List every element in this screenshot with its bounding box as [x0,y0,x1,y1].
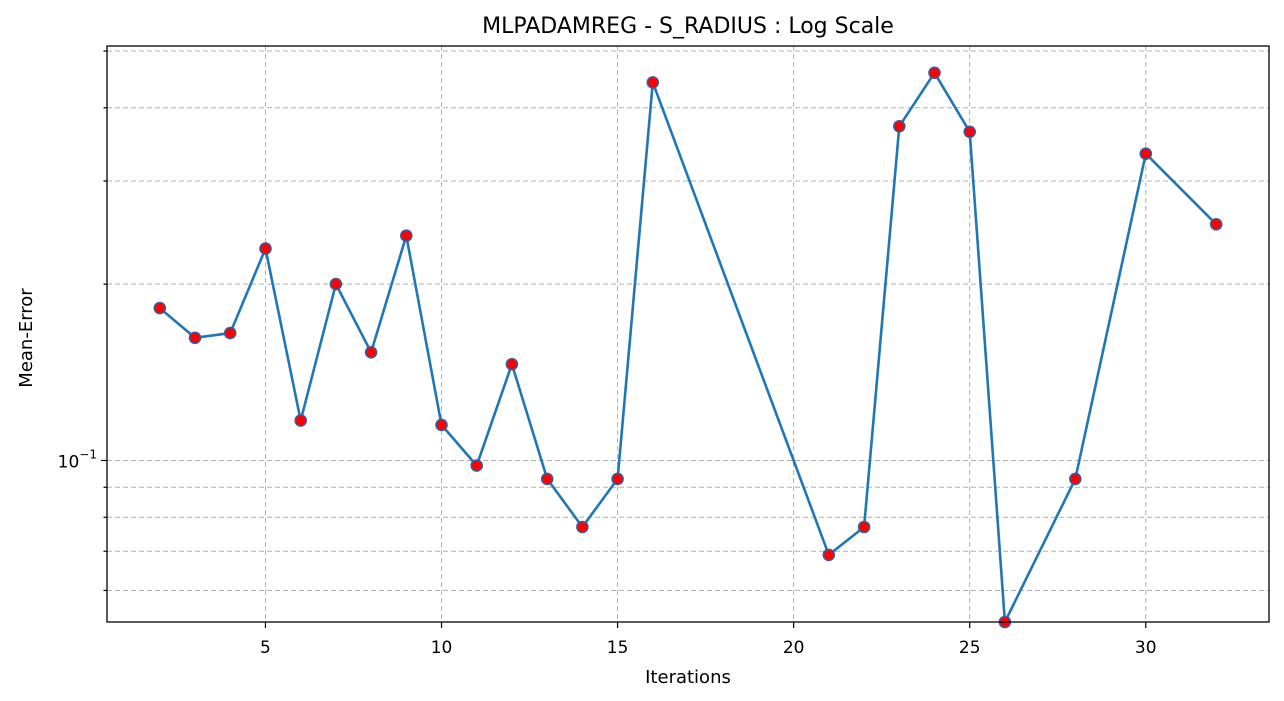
data-point [540,472,554,486]
data-point [505,357,519,371]
data-point [1139,147,1153,160]
series-line [158,71,1218,624]
y-axis-label: Mean-Error [16,288,37,388]
data-point [611,472,624,486]
data-point [294,414,308,427]
data-point [259,242,272,255]
grid [107,46,1269,622]
data-point [857,520,871,534]
data-point [188,331,202,345]
x-axis-label: Iterations [645,667,731,688]
y-tick-label: 10−1 [58,447,97,472]
data-point [822,548,836,562]
x-tick-label: 20 [783,638,805,658]
data-point [892,120,906,133]
data-point [223,326,237,340]
x-tick-label: 10 [431,638,453,658]
data-point [928,66,941,80]
data-point [435,418,448,432]
plot-frame [106,45,1270,623]
x-tick-label: 30 [1135,638,1157,658]
x-tick-label: 5 [260,638,271,658]
x-tick-label: 15 [607,638,629,658]
data-point [364,345,378,359]
data-point [576,520,589,534]
data-point [153,301,167,315]
data-point [646,76,660,89]
plot-series [153,66,1223,629]
y-tick-base: 10 [58,452,80,472]
x-tick-label: 25 [959,638,981,658]
data-point [399,229,413,242]
data-point [963,125,977,139]
data-point [329,277,343,291]
data-point [1209,218,1223,231]
data-point [1069,472,1082,486]
data-point [470,459,484,472]
chart-title: MLPADAMREG - S_RADIUS : Log Scale [482,14,894,39]
y-tick-exponent: −1 [79,447,97,461]
